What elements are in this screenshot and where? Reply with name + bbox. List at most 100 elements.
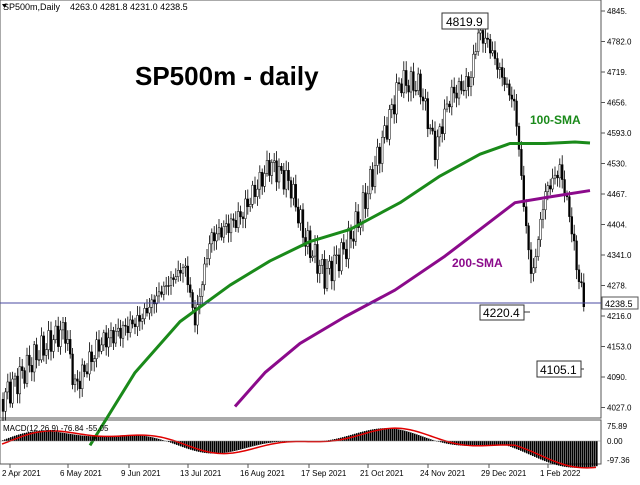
candle-body xyxy=(181,267,185,274)
macd-bar xyxy=(24,432,26,441)
candle-body xyxy=(265,160,269,174)
candle-body xyxy=(148,306,151,314)
x-tick-label: 16 Aug 2021 xyxy=(240,469,285,478)
macd-bar xyxy=(470,441,472,446)
macd-bar xyxy=(596,441,598,467)
price-axis: 4845. 4782.0 4719. 4656. 4593.0 4530. 4467. 440… xyxy=(601,7,632,465)
macd-bar xyxy=(530,441,532,456)
candle-body xyxy=(347,227,350,260)
candle-body xyxy=(261,172,264,187)
candle-body xyxy=(229,218,233,234)
macd-bar xyxy=(362,431,364,441)
candle-body xyxy=(234,220,237,228)
candle-body xyxy=(90,351,93,363)
macd-bar xyxy=(226,441,228,453)
candle-body xyxy=(282,170,285,190)
x-tick-label: 29 Dec 2021 xyxy=(481,469,527,478)
candle-body xyxy=(54,325,57,340)
candle-body xyxy=(357,211,360,228)
candle-body xyxy=(556,174,559,179)
macd-bar xyxy=(240,441,242,450)
candle-body xyxy=(505,83,509,85)
macd-bar xyxy=(144,435,146,441)
macd-bar xyxy=(508,441,510,447)
macd-bar xyxy=(520,441,522,451)
candle-body xyxy=(59,329,62,347)
candle-body xyxy=(198,296,201,305)
macd-bar xyxy=(424,437,426,441)
macd-bar xyxy=(414,433,416,441)
macd-bar xyxy=(38,430,40,441)
macd-bar xyxy=(36,431,38,441)
candle-body xyxy=(385,125,389,140)
candle-body xyxy=(251,184,254,205)
macd-bar xyxy=(578,441,580,468)
candle-body xyxy=(561,164,564,180)
macd-bar xyxy=(284,441,286,442)
y-tick-label: 4341.0 xyxy=(607,251,632,260)
macd-bar xyxy=(588,441,590,468)
macd-bar xyxy=(106,436,108,441)
macd-bar xyxy=(528,441,530,455)
macd-bar xyxy=(134,435,136,441)
macd-bar xyxy=(156,438,158,441)
macd-bar xyxy=(246,441,248,448)
macd-bar xyxy=(480,441,482,446)
macd-indicator xyxy=(0,427,601,469)
macd-bar xyxy=(132,435,134,441)
moving-average-lines xyxy=(88,140,591,447)
macd-bar xyxy=(86,435,88,441)
candle-body xyxy=(35,344,38,361)
candle-body xyxy=(486,37,489,40)
candle-body xyxy=(246,198,249,207)
macd-bar xyxy=(124,435,126,441)
candle-body xyxy=(203,263,206,286)
candle-body xyxy=(306,230,309,247)
candle-body xyxy=(520,149,523,176)
candle-body xyxy=(417,73,420,91)
macd-bar xyxy=(392,428,394,441)
candle-body xyxy=(537,239,540,257)
macd-bar xyxy=(268,441,270,443)
y-tick-label: 4719. xyxy=(607,68,627,77)
candle-body xyxy=(462,89,465,92)
candle-body xyxy=(25,354,29,384)
macd-bar xyxy=(220,441,222,454)
candle-body xyxy=(6,381,9,393)
candle-body xyxy=(580,281,583,284)
candle-body xyxy=(491,50,494,54)
candle-body xyxy=(337,254,341,272)
macd-bar xyxy=(512,441,514,448)
candle-body xyxy=(328,260,331,269)
candle-body xyxy=(117,327,120,332)
candle-body xyxy=(345,248,348,260)
macd-bar xyxy=(580,441,582,468)
candle-body xyxy=(575,240,578,271)
candle-body xyxy=(388,109,391,140)
x-tick-label: 9 Jun 2021 xyxy=(121,469,161,478)
macd-bar xyxy=(422,436,424,441)
candle-body xyxy=(208,243,211,259)
candle-body xyxy=(309,230,312,258)
candle-body xyxy=(515,100,518,127)
candle-body xyxy=(213,232,216,242)
candle-body xyxy=(546,185,549,192)
macd-signal-line xyxy=(1,427,597,469)
candle-body xyxy=(450,86,453,108)
macd-bar xyxy=(4,439,6,441)
candle-body xyxy=(280,165,283,171)
candle-body xyxy=(18,366,21,395)
macd-bar xyxy=(214,441,216,454)
candle-body xyxy=(131,319,134,325)
candle-body xyxy=(364,192,367,209)
macd-bar xyxy=(368,430,370,441)
dropdown-icon[interactable] xyxy=(2,4,7,8)
candle-body xyxy=(157,291,161,297)
macd-bar xyxy=(264,441,266,444)
macd-bar xyxy=(82,435,84,441)
macd-bar xyxy=(396,429,398,441)
low-annotation: 4105.1 xyxy=(540,363,577,377)
macd-bar xyxy=(254,441,256,446)
candle-body xyxy=(107,337,110,348)
